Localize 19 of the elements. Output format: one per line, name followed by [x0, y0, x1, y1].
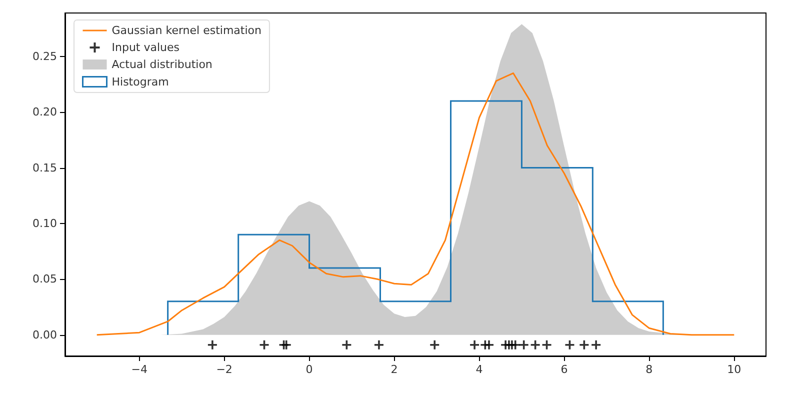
x-tick-label: 8: [646, 363, 653, 376]
x-tick-label: 10: [727, 363, 742, 376]
y-tick-label: 0.10: [32, 216, 57, 230]
x-tick-label: 0: [306, 363, 313, 376]
x-tick-label: 6: [560, 363, 568, 376]
line-series: [96, 72, 735, 336]
legend-label: Actual distribution: [112, 58, 212, 71]
y-tick-label: 0.15: [32, 161, 57, 174]
x-tick-label: −2: [216, 363, 232, 376]
x-tick-label: −4: [131, 363, 148, 376]
legend-label: Histogram: [112, 75, 169, 88]
x-tick-label: 4: [476, 363, 483, 376]
legend-label: Gaussian kernel estimation: [112, 24, 262, 37]
legend-label: Input values: [112, 41, 180, 54]
y-tick-label: 0.25: [32, 50, 57, 63]
y-tick-label: 0.00: [32, 328, 57, 342]
y-tick-label: 0.20: [32, 106, 57, 119]
x-tick-label: 2: [390, 363, 398, 376]
y-tick-label: 0.05: [32, 272, 57, 286]
